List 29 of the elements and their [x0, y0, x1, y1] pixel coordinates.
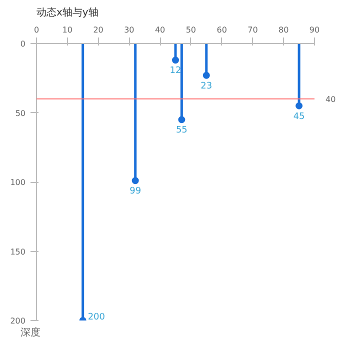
data-label: 23 [200, 81, 212, 92]
x-tick-label: 70 [248, 26, 258, 34]
x-tick-label: 60 [216, 26, 227, 34]
data-label: 45 [293, 112, 305, 122]
point [296, 102, 303, 110]
point [202, 72, 210, 79]
x-tick-label: 40 [154, 26, 166, 34]
x-tick-label: 10 [62, 26, 72, 34]
y-axis-title: 深度 [20, 326, 40, 338]
data-label: 12 [170, 66, 182, 76]
x-tick-label: 50 [186, 26, 196, 34]
x-tick-label: 90 [309, 26, 320, 34]
y-tick-label: 150 [10, 247, 26, 256]
data-label: 200 [88, 312, 106, 322]
x-tick-label: 30 [124, 26, 134, 34]
y-tick-label: 0 [20, 40, 26, 48]
point [132, 177, 139, 184]
y-tick-label: 200 [10, 316, 26, 326]
y-tick-label: 50 [15, 108, 26, 118]
y-tick-label: 100 [10, 178, 26, 187]
ref-line-label: 40 [326, 94, 336, 104]
x-tick-label: 80 [278, 26, 289, 34]
point [172, 56, 179, 64]
x-tick-label: 0 [34, 26, 40, 34]
data-label: 99 [130, 186, 142, 197]
point [178, 116, 186, 124]
chart-title: 动态x轴与y轴 [36, 6, 98, 18]
x-tick-label: 20 [93, 26, 104, 34]
data-label: 55 [176, 126, 188, 136]
